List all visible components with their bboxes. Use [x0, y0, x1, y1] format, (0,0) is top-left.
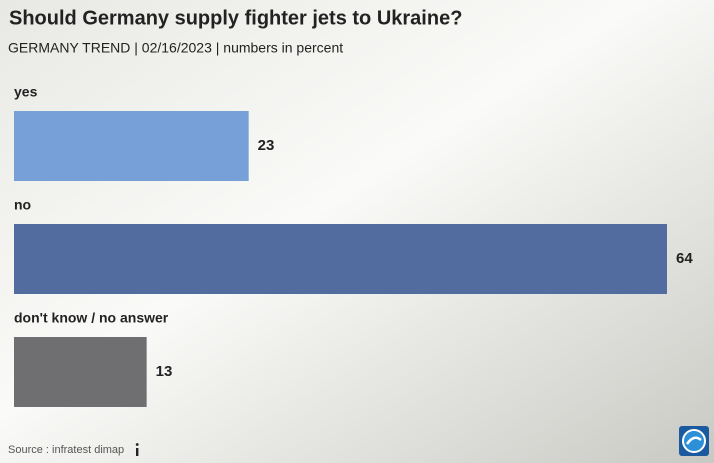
info-stem	[136, 448, 139, 456]
chart-title: Should Germany supply fighter jets to Uk…	[9, 7, 462, 29]
value-label: 64	[676, 250, 693, 267]
bar	[14, 337, 147, 407]
chart-subtitle: GERMANY TREND | 02/16/2023 | numbers in …	[8, 40, 343, 56]
value-label: 23	[258, 137, 275, 154]
category-label: yes	[14, 84, 38, 100]
info-icon[interactable]	[130, 443, 144, 457]
bar	[14, 111, 249, 181]
category-label: don't know / no answer	[14, 310, 169, 326]
bar	[14, 224, 667, 294]
logo-circle	[682, 429, 706, 453]
source: Source : infratest dimap	[8, 444, 124, 456]
logo	[679, 426, 709, 456]
info-dot	[135, 443, 139, 446]
value-label: 13	[156, 363, 173, 380]
category-label: no	[14, 197, 31, 213]
logo-swoosh	[685, 436, 702, 445]
